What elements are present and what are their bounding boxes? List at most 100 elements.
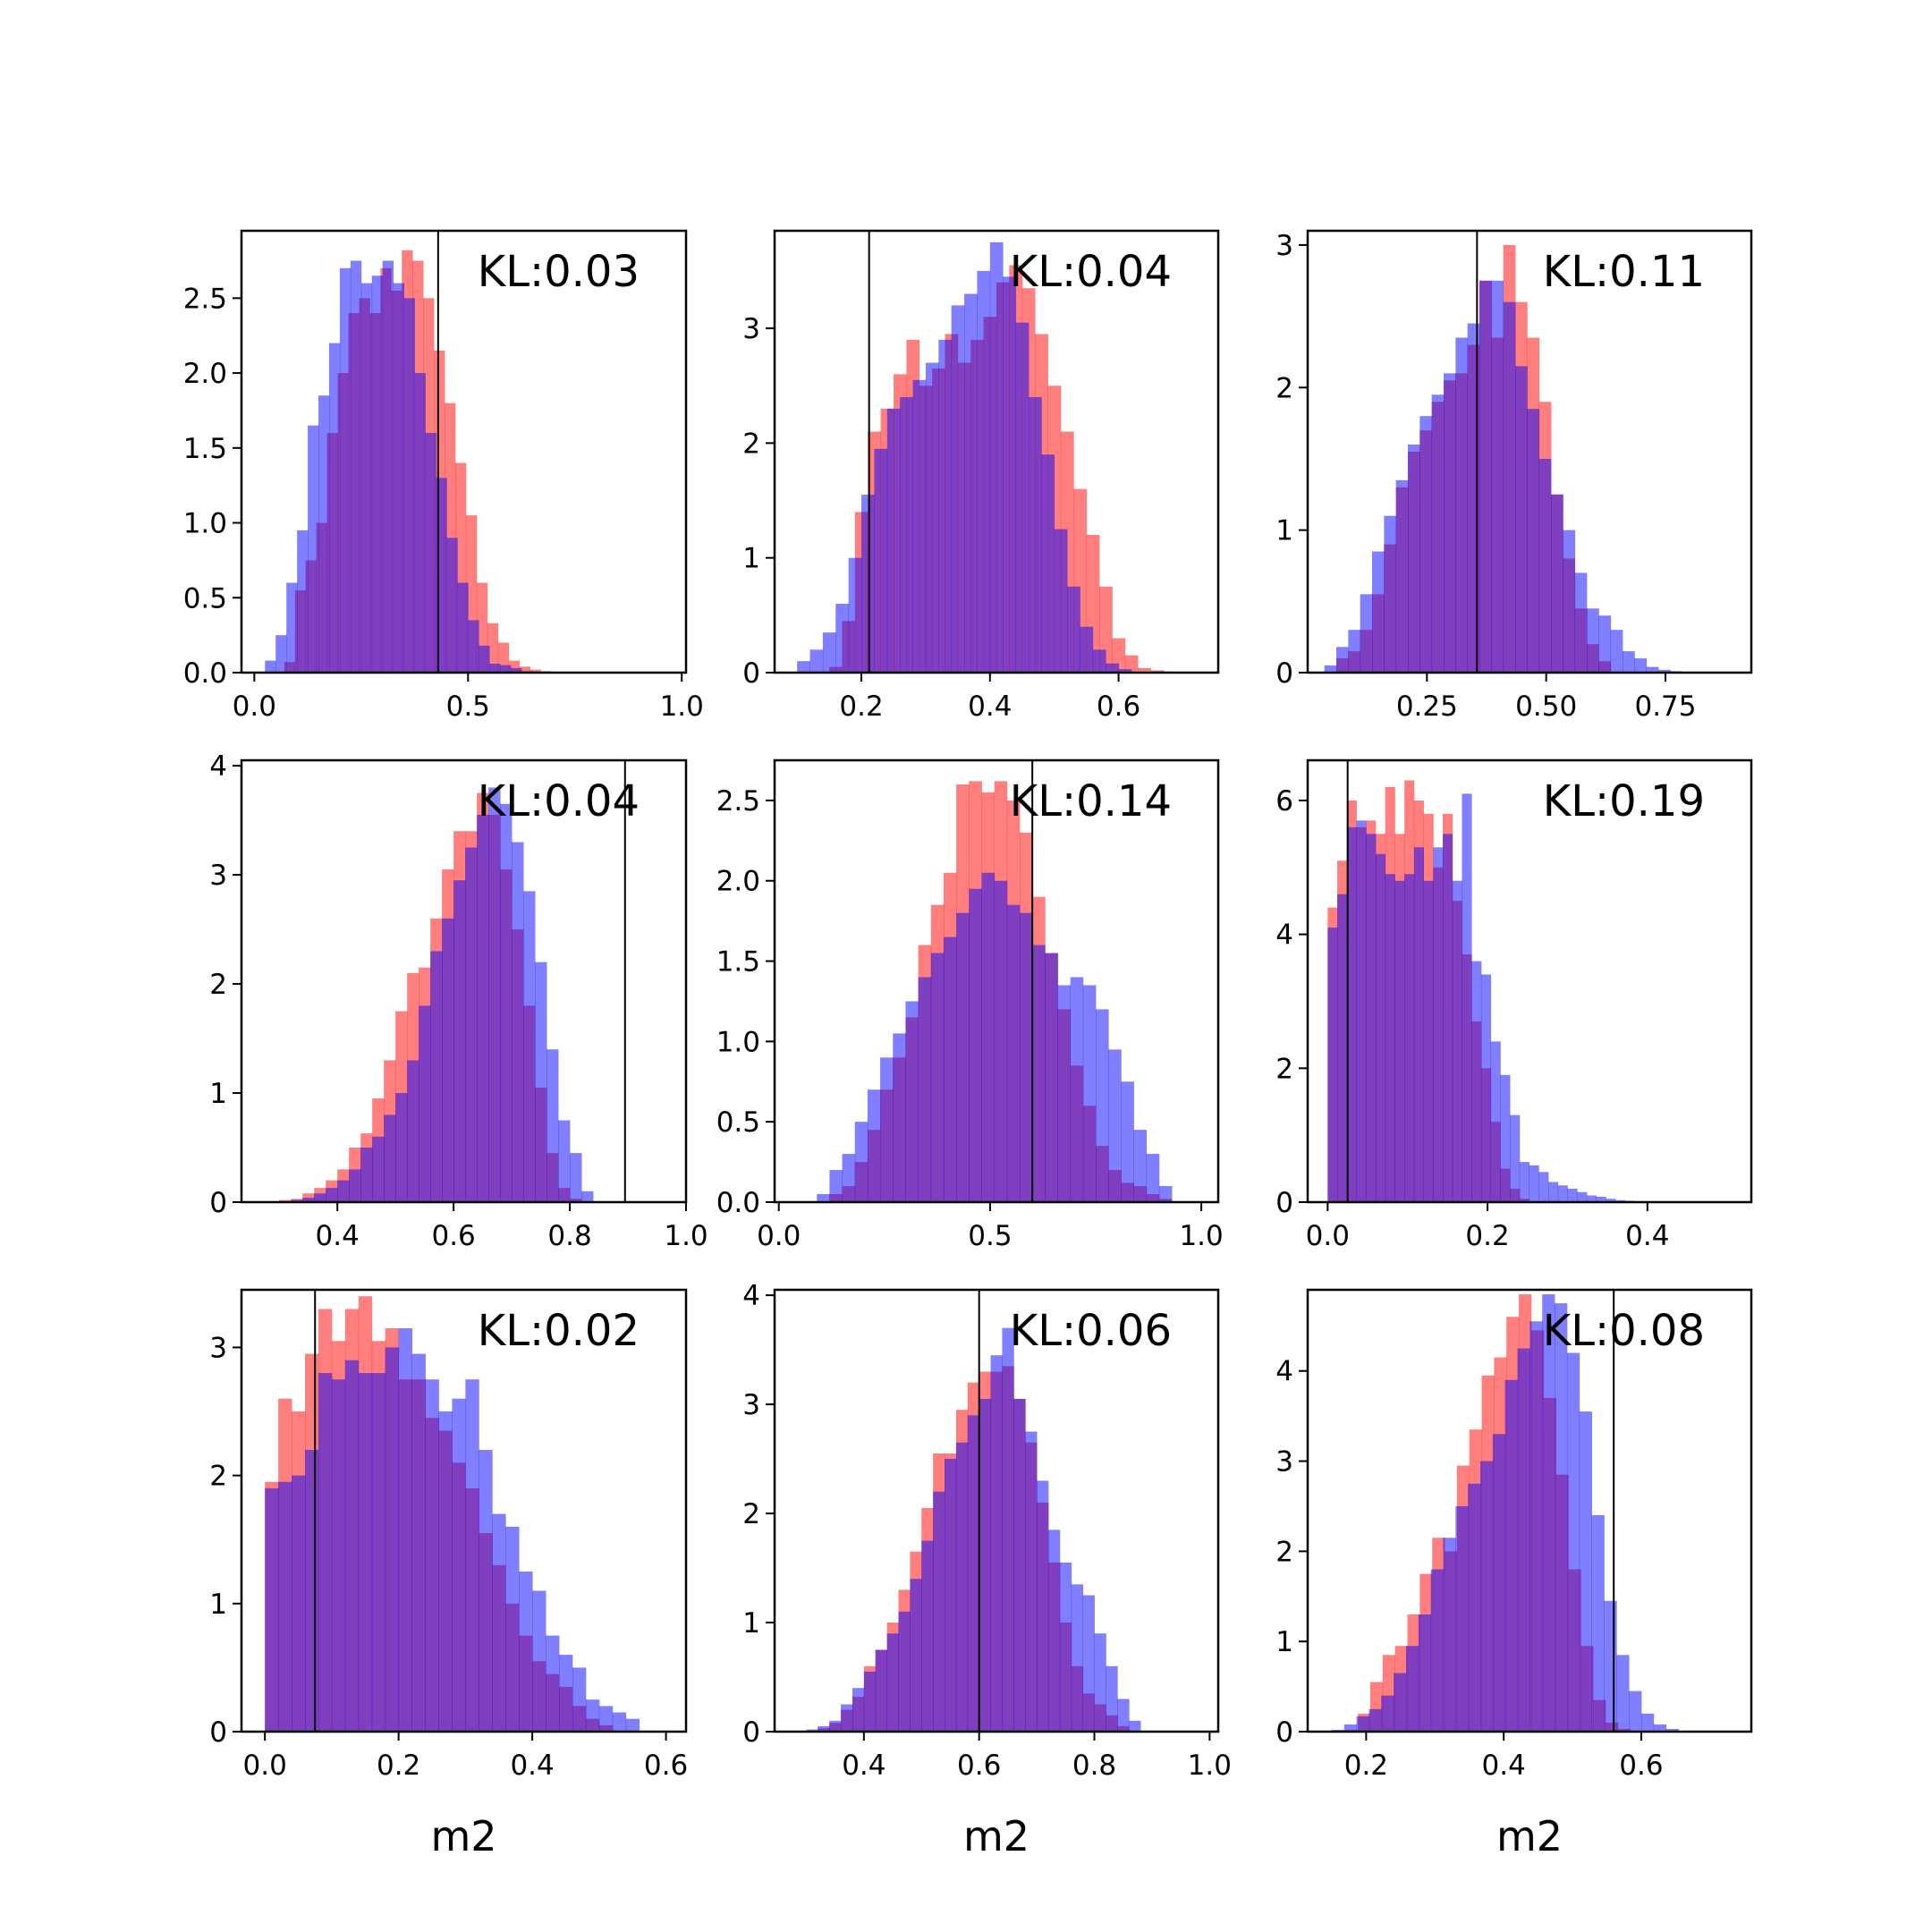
histogram-bar xyxy=(331,1379,346,1732)
histogram-bar xyxy=(1419,416,1433,673)
y-tick-label: 2 xyxy=(209,969,227,1001)
histogram-bar xyxy=(1606,1199,1616,1202)
histogram-bar xyxy=(1047,1530,1061,1732)
histogram-bar xyxy=(411,1353,426,1732)
histogram-bar xyxy=(1467,323,1480,673)
x-tick-label: 0.4 xyxy=(510,1750,554,1782)
kl-annotation: KL:0.04 xyxy=(478,776,640,826)
histogram-bar xyxy=(1629,1690,1642,1732)
y-tick-label: 0.0 xyxy=(716,1187,760,1219)
histogram-bar xyxy=(278,1481,292,1732)
histogram-bar xyxy=(1158,1186,1173,1202)
histogram-bar xyxy=(1057,985,1072,1202)
histogram-bar xyxy=(523,891,536,1202)
histogram-bar xyxy=(1071,1584,1084,1732)
histogram-bar xyxy=(956,912,970,1202)
histogram-bar xyxy=(1591,1515,1605,1732)
histogram-bar xyxy=(829,1170,843,1202)
histogram-bar xyxy=(809,649,824,673)
kl-annotation: KL:0.19 xyxy=(1543,776,1705,826)
histogram-bar xyxy=(465,1379,479,1732)
histogram-bar xyxy=(479,1449,493,1732)
histogram-bar xyxy=(1510,1114,1521,1202)
histogram-bar xyxy=(1106,663,1119,673)
histogram-bar xyxy=(1563,530,1576,673)
histogram-bar xyxy=(570,1153,582,1202)
histogram-bar xyxy=(1028,397,1042,673)
y-tick-label: 1 xyxy=(209,1589,227,1621)
x-tick-label: 0.0 xyxy=(233,691,276,723)
histogram-bar xyxy=(292,1475,306,1732)
histogram-bar xyxy=(886,408,901,673)
histogram-bar xyxy=(910,1579,922,1732)
histogram-bar xyxy=(452,1398,466,1732)
axes-frame xyxy=(773,1288,1220,1733)
histogram-bar xyxy=(395,1093,408,1202)
histogram-bar xyxy=(1566,1352,1580,1732)
histogram-bar xyxy=(1129,1720,1141,1732)
histogram-bar xyxy=(994,880,1008,1202)
histogram-bar xyxy=(1503,301,1516,673)
histogram-bar xyxy=(938,339,953,673)
prior-histogram xyxy=(265,260,533,673)
histogram-bar xyxy=(326,1188,338,1202)
histogram-bar xyxy=(477,814,489,1202)
histogram-bar xyxy=(1443,834,1453,1202)
kl-annotation: KL:0.02 xyxy=(478,1306,640,1356)
histogram-bar xyxy=(612,1712,627,1732)
y-tick-label: 3 xyxy=(1275,230,1293,262)
x-tick-label: 0.0 xyxy=(243,1750,287,1782)
x-tick-label: 0.6 xyxy=(644,1750,688,1782)
histogram-bar xyxy=(425,1379,439,1732)
x-tick-label: 0.50 xyxy=(1515,691,1577,723)
x-tick-label: 0.4 xyxy=(316,1220,360,1252)
y-tick-label: 0.5 xyxy=(183,582,227,614)
histogram-bar xyxy=(532,1590,547,1732)
prior-histogram xyxy=(797,242,1132,673)
histogram-bar xyxy=(951,305,965,673)
histogram-bar xyxy=(558,1120,571,1202)
prior-histogram xyxy=(817,872,1173,1202)
histogram-bar xyxy=(1405,1646,1419,1732)
histogram-bar xyxy=(489,663,501,673)
histogram-bar xyxy=(1394,1673,1407,1732)
histogram-bar xyxy=(1444,373,1456,673)
prior-histogram xyxy=(1324,280,1683,673)
subplot-1: 0.0 0.5 1.0 0.0 0.5 1.0 1.5 2.0 2.5 KL:0.03 xyxy=(183,229,704,723)
histogram-bar xyxy=(446,538,458,673)
histogram-bar xyxy=(918,977,932,1202)
x-tick-label: 0.6 xyxy=(957,1750,1001,1782)
subplot-6: 0.0 0.2 0.4 0 2 4 6 KL:0.19 xyxy=(1275,758,1753,1252)
histogram-bar xyxy=(468,620,479,673)
histogram-bar xyxy=(505,1526,520,1732)
histogram-bar xyxy=(1604,1600,1617,1732)
histogram-bar xyxy=(1045,953,1058,1202)
kl-annotation: KL:0.11 xyxy=(1543,247,1705,297)
histogram-bar xyxy=(900,397,913,673)
histogram-bar xyxy=(1013,1398,1026,1732)
histogram-bar xyxy=(1375,853,1386,1202)
histogram-bar xyxy=(945,1459,957,1732)
histogram-bar xyxy=(1327,928,1338,1202)
histogram-bar xyxy=(1368,1708,1382,1732)
y-tick-label: 4 xyxy=(742,1280,760,1312)
y-tick-label: 3 xyxy=(1275,1446,1293,1479)
y-tick-label: 3 xyxy=(742,313,760,345)
y-tick-label: 1 xyxy=(742,1607,760,1640)
histogram-bar xyxy=(848,557,862,673)
histogram-bar xyxy=(265,1487,279,1732)
axes-frame xyxy=(1306,1288,1753,1733)
histogram-bar xyxy=(350,260,362,673)
prior-histogram xyxy=(1327,793,1635,1202)
histogram-bar xyxy=(1133,1130,1148,1202)
y-tick-label: 6 xyxy=(1275,785,1293,818)
histogram-bar xyxy=(841,1704,853,1732)
histogram-bar xyxy=(308,425,319,673)
histogram-bar xyxy=(1500,1074,1511,1202)
histogram-bar xyxy=(512,842,524,1202)
histogram-bar xyxy=(930,953,945,1202)
histogram-bar xyxy=(1653,1724,1667,1732)
histogram-bar xyxy=(1381,1695,1394,1732)
histogram-bar xyxy=(1413,847,1424,1202)
x-tick-label: 0.6 xyxy=(1097,691,1140,723)
